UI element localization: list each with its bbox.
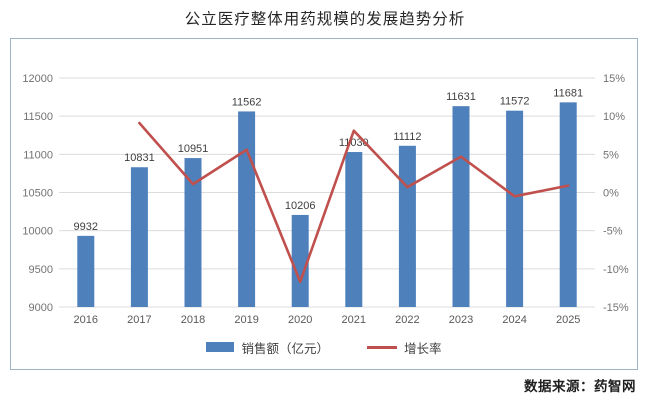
legend-item-growth: 增长率 <box>367 338 442 357</box>
bar-value-label: 11681 <box>553 87 583 99</box>
bar-value-label: 10206 <box>285 200 316 212</box>
bar-series-swatch-icon <box>206 342 235 352</box>
right-axis-tick-label: 0% <box>603 188 619 200</box>
bar-2020 <box>291 214 309 307</box>
left-axis-tick-label: 9500 <box>29 264 53 276</box>
left-axis-tick-label: 12000 <box>22 73 53 85</box>
legend-growth-label: 增长率 <box>404 341 442 356</box>
legend-sales-label: 销售额（亿元） <box>241 341 329 356</box>
bar-2022 <box>398 145 416 307</box>
right-axis-tick-label: -5% <box>603 226 623 238</box>
x-axis-label-2017: 2017 <box>127 314 151 326</box>
bar-value-label: 10951 <box>178 143 209 155</box>
bar-value-label: 11112 <box>393 131 421 143</box>
left-axis-tick-label: 9000 <box>29 302 53 314</box>
data-source-note: 数据来源：药智网 <box>524 379 636 394</box>
bar-2018 <box>184 158 202 307</box>
x-axis-label-2018: 2018 <box>181 314 205 326</box>
bar-2021 <box>345 152 363 307</box>
bar-2025 <box>559 102 577 307</box>
x-axis-label-2021: 2021 <box>342 314 366 326</box>
bar-value-label: 11572 <box>500 96 530 108</box>
right-axis-tick-label: 15% <box>603 73 625 85</box>
chart-title: 公立医疗整体用药规模的发展趋势分析 <box>184 11 466 28</box>
bar-2023 <box>452 106 470 308</box>
left-axis-tick-label: 10500 <box>22 188 53 200</box>
bar-value-label: 10831 <box>124 152 155 164</box>
x-axis-label-2020: 2020 <box>288 314 312 326</box>
x-axis-label-2019: 2019 <box>234 314 258 326</box>
line-series-swatch-icon <box>367 345 397 349</box>
x-axis-label-2025: 2025 <box>556 314 580 326</box>
x-axis-label-2016: 2016 <box>74 314 98 326</box>
right-axis-tick-label: 5% <box>603 149 619 161</box>
chart-legend: 销售额（亿元） 增长率 <box>11 329 637 365</box>
right-axis-tick-label: -15% <box>603 302 629 314</box>
x-axis-label-2023: 2023 <box>449 314 473 326</box>
left-axis-tick-label: 11000 <box>23 149 53 161</box>
bar-2016 <box>77 235 95 307</box>
growth-rate-line <box>138 121 570 284</box>
bar-value-label: 9932 <box>74 221 98 233</box>
left-axis-tick-label: 10000 <box>22 226 53 238</box>
chart-canvas: 9000 9500 10000 10500 11000 11500 12000 -15% -10… <box>22 73 629 326</box>
bar-2024 <box>506 110 524 307</box>
right-axis-tick-label: 10% <box>603 111 625 123</box>
x-axis-label-2022: 2022 <box>395 314 419 326</box>
legend-item-sales: 销售额（亿元） <box>206 338 329 357</box>
left-axis-tick-label: 11500 <box>23 111 53 123</box>
right-axis-tick-label: -10% <box>603 264 629 276</box>
bar-value-label: 11562 <box>232 96 262 108</box>
chart-plot-box: 9000 9500 10000 10500 11000 11500 12000 -15% -10… <box>10 38 638 370</box>
bar-value-label: 11631 <box>446 91 476 103</box>
bar-2019 <box>238 111 256 308</box>
x-axis-label-2024: 2024 <box>502 314 526 326</box>
bar-2017 <box>130 167 148 307</box>
